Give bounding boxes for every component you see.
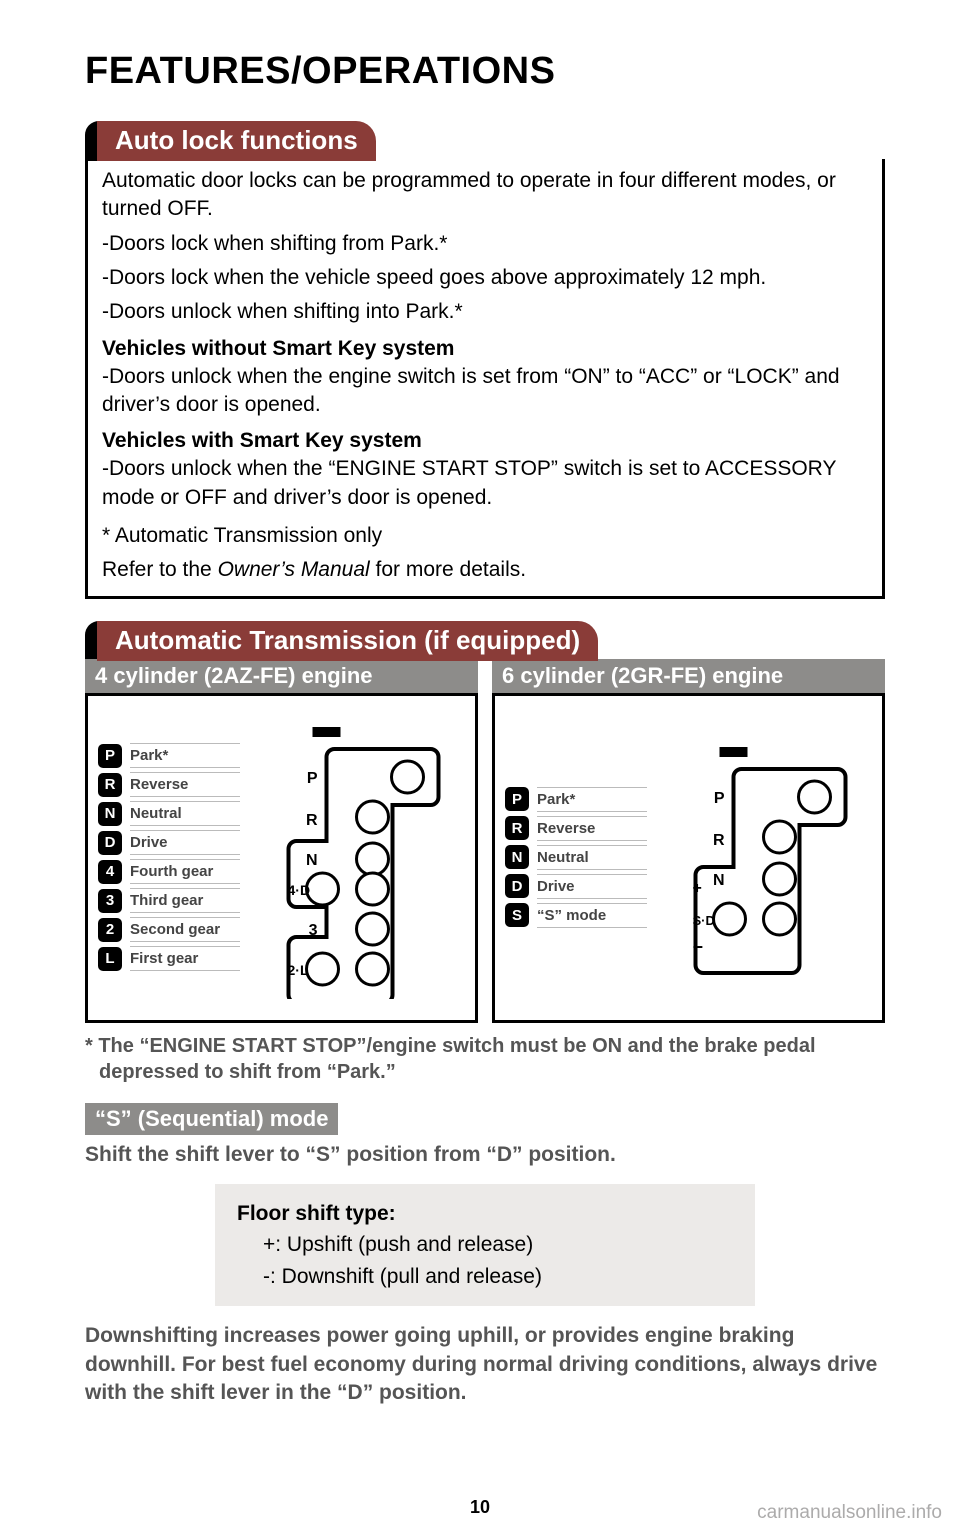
gear-label: Reverse [130,772,240,797]
gear-label: Park* [130,743,240,768]
engine-4cyl-col: 4 cylinder (2AZ-FE) engine P Park* R Revers… [85,659,478,1023]
section-auto-lock-body: Automatic door locks can be programmed t… [85,159,885,599]
auto-lock-b3: -Doors unlock when shifting into Park.* [102,298,868,326]
closing-text: Downshifting increases power going uphil… [85,1322,885,1407]
without-smartkey-head: Vehicles without Smart Key system [102,337,868,361]
gear-table-6cyl: P Park* R Reverse N Neutral D Drive S “S” mode [505,787,647,932]
engine-6cyl-title: 6 cylinder (2GR-FE) engine [492,659,885,693]
gear-badge: D [505,874,529,898]
section-auto-lock-tab-wrap: Auto lock functions [85,121,885,161]
svg-text:−: − [693,937,704,957]
transmission-footnote: * The “ENGINE START STOP”/engine switch … [85,1033,885,1085]
gear-badge: P [505,787,529,811]
refer-ital: Owner’s Manual [218,558,370,581]
svg-text:R: R [306,812,318,829]
gear-badge: N [98,802,122,826]
gear-row: N Neutral [98,801,240,826]
gear-row: P Park* [505,787,647,812]
engine-6cyl-body: P Park* R Reverse N Neutral D Drive S “S” mode P … [492,693,885,1023]
page-title: FEATURES/OPERATIONS [85,50,885,93]
with-smartkey-head: Vehicles with Smart Key system [102,429,868,453]
gear-row: L First gear [98,946,240,971]
refer-pre: Refer to the [102,558,218,581]
gear-badge: D [98,831,122,855]
gear-row: S “S” mode [505,903,647,928]
engine-row: 4 cylinder (2AZ-FE) engine P Park* R Revers… [85,659,885,1023]
svg-text:N: N [713,872,725,889]
s-mode-head: “S” (Sequential) mode [85,1103,338,1135]
gear-label: Neutral [537,845,647,870]
section-transmission-tab: Automatic Transmission (if equipped) [97,621,598,661]
auto-lock-b2: -Doors lock when the vehicle speed goes … [102,264,868,292]
watermark: carmanualsonline.info [757,1502,942,1524]
floor-shift-down: -: Downshift (pull and release) [237,1261,733,1293]
gear-label: Drive [537,874,647,899]
gear-label: Third gear [130,888,240,913]
gear-row: 3 Third gear [98,888,240,913]
gear-badge: P [98,744,122,768]
refer-post: for more details. [370,558,526,581]
gear-row: R Reverse [98,772,240,797]
svg-text:R: R [713,832,725,849]
gear-label: “S” mode [537,903,647,928]
gear-badge: 3 [98,889,122,913]
gear-row: R Reverse [505,816,647,841]
gear-badge: R [98,773,122,797]
s-mode-text: Shift the shift lever to “S” position fr… [85,1141,885,1169]
svg-text:P: P [714,790,725,807]
section-auto-lock-tab: Auto lock functions [97,121,376,161]
floor-shift-box: Floor shift type: +: Upshift (push and r… [215,1184,755,1307]
gear-badge: R [505,816,529,840]
floor-shift-up: +: Upshift (push and release) [237,1229,733,1261]
svg-text:S·D: S·D [693,913,715,928]
gear-row: N Neutral [505,845,647,870]
auto-lock-note: * Automatic Transmission only [102,522,868,550]
gear-label: Neutral [130,801,240,826]
engine-4cyl-title: 4 cylinder (2AZ-FE) engine [85,659,478,693]
gear-label: Second gear [130,917,240,942]
gear-badge: S [505,903,529,927]
gear-row: D Drive [505,874,647,899]
svg-text:3: 3 [309,922,318,939]
gear-label: Reverse [537,816,647,841]
with-smartkey-body: -Doors unlock when the “ENGINE START STO… [102,455,868,512]
auto-lock-intro: Automatic door locks can be programmed t… [102,167,868,224]
section-transmission-tab-wrap: Automatic Transmission (if equipped) [85,621,885,661]
svg-text:4·D: 4·D [288,882,311,898]
gear-label: Fourth gear [130,859,240,884]
floor-shift-head: Floor shift type: [237,1198,733,1230]
gear-row: D Drive [98,830,240,855]
refer-line: Refer to the Owner’s Manual for more det… [102,558,868,582]
engine-6cyl-col: 6 cylinder (2GR-FE) engine P Park* R Revers… [492,659,885,1023]
gear-badge: 4 [98,860,122,884]
shift-gate-6cyl: P R N + S·D − [657,739,872,979]
gear-label: First gear [130,946,240,971]
gear-row: P Park* [98,743,240,768]
svg-text:+: + [693,880,702,897]
gear-badge: N [505,845,529,869]
gear-row: 4 Fourth gear [98,859,240,884]
gear-badge: 2 [98,918,122,942]
svg-text:N: N [306,852,318,869]
gear-label: Park* [537,787,647,812]
auto-lock-b1: -Doors lock when shifting from Park.* [102,230,868,258]
shift-gate-4cyl: P R N 4·D 3 2·L [250,719,465,999]
without-smartkey-body: -Doors unlock when the engine switch is … [102,363,868,420]
gear-label: Drive [130,830,240,855]
gear-table-4cyl: P Park* R Reverse N Neutral D Drive 4 Fourth gear… [98,743,240,975]
svg-text:2·L: 2·L [288,962,309,978]
engine-4cyl-body: P Park* R Reverse N Neutral D Drive 4 Fourth gear… [85,693,478,1023]
svg-text:P: P [307,770,318,787]
gear-row: 2 Second gear [98,917,240,942]
gear-badge: L [98,947,122,971]
